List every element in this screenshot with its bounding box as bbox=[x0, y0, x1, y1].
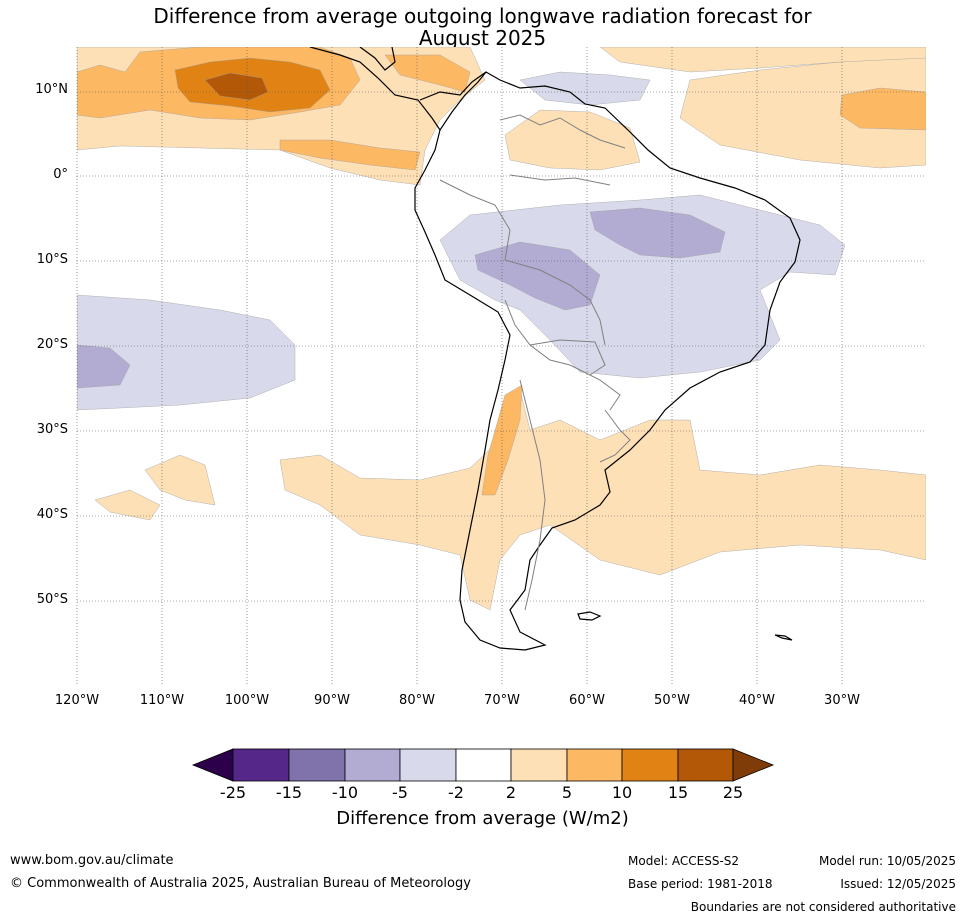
copyright-text: © Commonwealth of Australia 2025, Austra… bbox=[10, 876, 471, 891]
colorbar-bin-neutral bbox=[455, 748, 512, 782]
colorbar-bin-pos15 bbox=[677, 748, 734, 782]
lat-label-50s: 50°S bbox=[36, 592, 68, 607]
colorbar-bin-neg25 bbox=[232, 748, 290, 782]
colorbar-tick: -15 bbox=[275, 783, 303, 802]
colorbar-tick: 15 bbox=[667, 783, 689, 802]
model-run-date: Model run: 10/05/2025 bbox=[818, 854, 956, 868]
lon-label-60w: 60°W bbox=[569, 693, 605, 708]
colorbar-tick: -25 bbox=[219, 783, 247, 802]
anomaly-region-southeast-pacific-strong bbox=[77, 344, 131, 389]
colorbar-bin-neg5 bbox=[399, 748, 457, 782]
graticule bbox=[76, 47, 926, 685]
anomaly-region-eastern-pacific-band bbox=[279, 139, 421, 171]
issued-date: Issued: 12/05/2025 bbox=[840, 877, 956, 891]
colorbar-tick: 25 bbox=[722, 783, 744, 802]
colorbar-tick: -5 bbox=[392, 783, 408, 802]
anomaly-region-southeast-pacific-patch bbox=[144, 454, 216, 506]
lon-label-110w: 110°W bbox=[139, 693, 185, 708]
central-america-coastline bbox=[309, 47, 487, 131]
country-borders bbox=[439, 114, 631, 611]
lon-label-80w: 80°W bbox=[399, 693, 435, 708]
colorbar-tick: 2 bbox=[505, 783, 517, 802]
anomaly-region-atlantic-north-strip bbox=[599, 47, 926, 73]
colorbar-extend-low bbox=[191, 748, 234, 782]
south-america-coastline bbox=[414, 71, 801, 651]
lon-label-50w: 50°W bbox=[654, 693, 690, 708]
colorbar-tick: 10 bbox=[611, 783, 633, 802]
boundaries-disclaimer: Boundaries are not considered authoritat… bbox=[690, 900, 956, 914]
model-name: Model: ACCESS-S2 bbox=[628, 854, 740, 868]
map-title-line2: August 2025 bbox=[418, 26, 547, 50]
colorbar-bin-pos10 bbox=[621, 748, 679, 782]
lon-label-100w: 100°W bbox=[224, 693, 270, 708]
lat-label-20s: 20°S bbox=[36, 337, 68, 352]
lon-label-70w: 70°W bbox=[484, 693, 520, 708]
lon-label-40w: 40°W bbox=[739, 693, 775, 708]
anomaly-region-central-pacific-max bbox=[204, 72, 269, 101]
colorbar-tick: -10 bbox=[331, 783, 359, 802]
anomaly-region-southeast-pacific-patch-2 bbox=[94, 489, 161, 521]
lat-label-30s: 30°S bbox=[36, 422, 68, 437]
falkland-islands bbox=[577, 611, 602, 621]
base-period: Base period: 1981-2018 bbox=[628, 877, 773, 891]
south-georgia-island bbox=[774, 634, 793, 641]
lon-label-120w: 120°W bbox=[54, 693, 100, 708]
colorbar-tick: 5 bbox=[561, 783, 573, 802]
colorbar-bin-neg10 bbox=[344, 748, 401, 782]
colorbar-tick: -2 bbox=[448, 783, 464, 802]
website-link[interactable]: www.bom.gov.au/climate bbox=[10, 853, 174, 868]
anomaly-region-amazon bbox=[439, 194, 846, 379]
anomaly-region-east-amazon-strong bbox=[589, 207, 726, 259]
anomaly-region-amazon-strong bbox=[474, 241, 601, 311]
anomaly-region-caribbean-negative bbox=[519, 71, 651, 106]
olr-anomaly-map bbox=[76, 47, 926, 685]
colorbar bbox=[191, 748, 775, 782]
lat-label-10n: 10°N bbox=[35, 82, 68, 97]
lat-label-10s: 10°S bbox=[36, 252, 68, 267]
colorbar-extend-high bbox=[732, 748, 775, 782]
anomaly-region-southeast-pacific bbox=[77, 294, 296, 411]
colorbar-bin-pos2 bbox=[510, 748, 568, 782]
colorbar-bin-pos5 bbox=[566, 748, 623, 782]
lat-label-40s: 40°S bbox=[36, 507, 68, 522]
map-title-line1: Difference from average outgoing longwav… bbox=[153, 4, 812, 28]
colorbar-label: Difference from average (W/m2) bbox=[336, 808, 629, 829]
lon-label-90w: 90°W bbox=[314, 693, 350, 708]
lon-label-30w: 30°W bbox=[824, 693, 860, 708]
anomaly-region-tropical-atlantic-strong bbox=[839, 87, 926, 131]
colorbar-bin-neg15 bbox=[288, 748, 346, 782]
anomaly-region-venezuela bbox=[504, 109, 641, 171]
lat-label-equator: 0° bbox=[53, 167, 68, 182]
anomaly-region-tropical-atlantic bbox=[679, 54, 926, 169]
